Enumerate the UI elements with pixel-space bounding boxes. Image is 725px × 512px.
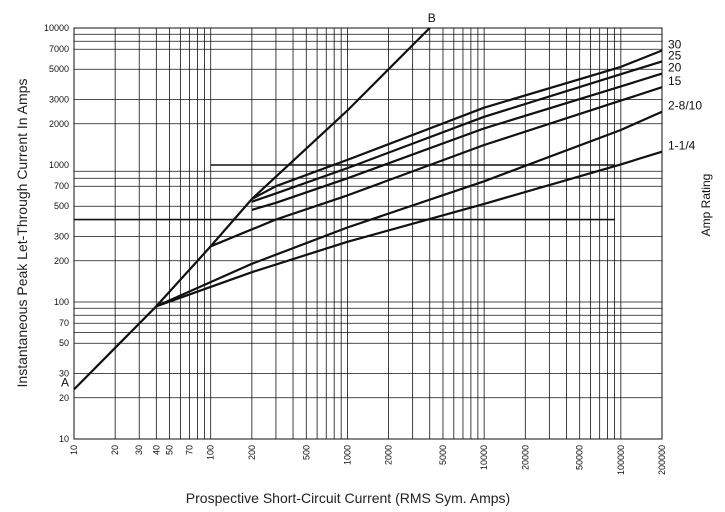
point-label-a: A xyxy=(61,375,69,389)
grid xyxy=(73,27,663,440)
y-tick-label: 5000 xyxy=(49,64,69,74)
x-tick-label: 20 xyxy=(110,445,120,455)
y-tick-label: 700 xyxy=(54,181,69,191)
curve-1-1-4 xyxy=(155,150,663,308)
y-tick-label: 10 xyxy=(59,434,69,444)
x-tick-label: 50 xyxy=(165,445,175,455)
amp-rating-20: 20 xyxy=(668,61,682,75)
y-tick-label: 50 xyxy=(59,338,69,348)
y-tick-label: 1000 xyxy=(49,160,69,170)
y-tick-label: 200 xyxy=(54,256,69,266)
y-axis-title: Instantaneous Peak Let-Through Current I… xyxy=(14,79,30,388)
x-tick-label: 50000 xyxy=(575,445,585,470)
amp-rating-25: 25 xyxy=(668,48,682,62)
point-label-b: B xyxy=(428,11,436,25)
curve-20 xyxy=(251,72,663,211)
x-tick-label: 200 xyxy=(247,445,257,460)
curve-a-b xyxy=(73,27,431,391)
y-tick-label: 300 xyxy=(54,232,69,242)
amp-rating-15: 15 xyxy=(668,74,682,88)
x-tick-label: 1000 xyxy=(342,445,352,465)
y-tick-label: 500 xyxy=(54,201,69,211)
curve-15 xyxy=(210,86,663,248)
plot-frame xyxy=(73,27,663,440)
x-tick-label: 40 xyxy=(151,445,161,455)
y-tick-label: 70 xyxy=(59,318,69,328)
y-tick-label: 100 xyxy=(54,297,69,307)
amp-rating-1-1-4: 1-1/4 xyxy=(668,139,696,153)
y-tick-label: 10000 xyxy=(44,23,69,33)
y-tick-label: 3000 xyxy=(49,95,69,105)
x-tick-label: 100000 xyxy=(616,445,626,475)
y-tick-label: 20 xyxy=(59,393,69,403)
amp-rating-2-8-10: 2-8/10 xyxy=(668,99,702,113)
x-tick-label: 5000 xyxy=(438,445,448,465)
x-tick-label: 200000 xyxy=(657,445,667,475)
curve-2-8-10 xyxy=(155,110,663,308)
x-tick-label: 70 xyxy=(185,445,195,455)
labels: 10 20 30 50 70 100 200 300 500 700 1000 2000 3000 500… xyxy=(44,11,702,475)
x-tick-label: 20000 xyxy=(520,445,530,470)
curve-25 xyxy=(251,60,663,203)
y-tick-label: 30 xyxy=(59,369,69,379)
x-tick-label: 500 xyxy=(301,445,311,460)
x-tick-label: 10 xyxy=(69,445,79,455)
x-tick-label: 2000 xyxy=(384,445,394,465)
x-tick-label: 10000 xyxy=(479,445,489,470)
amp-rating-label: Amp Rating xyxy=(699,174,713,237)
y-tick-label: 2000 xyxy=(49,119,69,129)
curve-30 xyxy=(251,49,663,200)
let-through-curves xyxy=(73,27,663,391)
amp-rating-30: 30 xyxy=(668,38,682,52)
x-tick-label: 100 xyxy=(206,445,216,460)
y-tick-label: 7000 xyxy=(49,44,69,54)
x-axis-title: Prospective Short-Circuit Current (RMS S… xyxy=(186,490,510,506)
x-tick-label: 30 xyxy=(134,445,144,455)
